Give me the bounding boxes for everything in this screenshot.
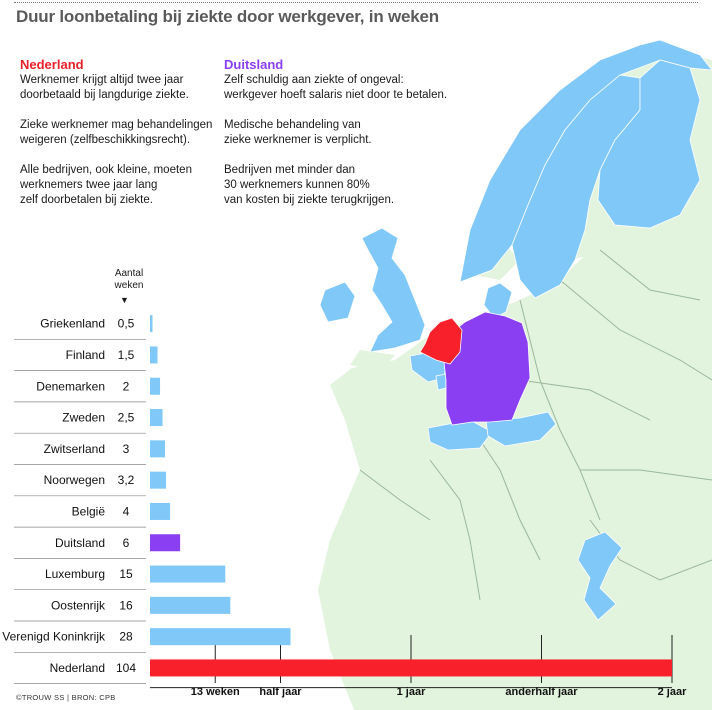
value-label: 4: [123, 504, 130, 518]
map-borders: [359, 249, 712, 601]
reference-tick-label: half jaar: [259, 686, 302, 698]
duitsland-paragraph: Medische behandeling van zieke werknemer…: [224, 119, 372, 146]
reference-tick-label: 13 weken: [191, 686, 240, 698]
category-label: Denemarken: [36, 379, 105, 393]
bar: [150, 440, 166, 458]
value-label: 3: [123, 442, 130, 456]
map-finland: [597, 59, 701, 229]
value-label: 15: [119, 567, 133, 581]
bar: [150, 659, 672, 677]
map-border: [359, 469, 431, 521]
map-denemarken: [483, 282, 513, 319]
category-label: Nederland: [50, 661, 105, 675]
bar: [150, 471, 167, 489]
duitsland-column: Duitsland Zelf schuldig aan ziekte of on…: [224, 57, 459, 223]
value-label: 16: [119, 598, 133, 612]
category-label: Zweden: [62, 411, 105, 425]
map-land-shape: [318, 200, 712, 710]
category-label: Oostenrijk: [51, 598, 106, 612]
bar: [150, 502, 171, 520]
duitsland-heading: Duitsland: [224, 57, 284, 72]
bar: [150, 534, 181, 552]
category-label: Griekenland: [40, 317, 105, 331]
bar: [150, 565, 226, 583]
category-label: Noorwegen: [44, 473, 105, 487]
value-label: 28: [119, 630, 133, 644]
category-label: Luxemburg: [45, 567, 105, 581]
bar: [150, 409, 163, 427]
map-border: [479, 439, 541, 561]
value-label: 6: [123, 536, 130, 550]
value-label: 2: [123, 379, 130, 393]
value-label: 104: [116, 661, 136, 675]
map-griekenland: [577, 531, 623, 621]
map-border: [429, 459, 481, 601]
value-label: 0,5: [118, 317, 135, 331]
category-label: België: [72, 504, 106, 518]
unit-label: Aantal weken: [114, 268, 144, 291]
bar: [150, 628, 291, 646]
nederland-paragraph: Alle bedrijven, ook kleine, moeten werkn…: [20, 164, 192, 206]
map-border: [580, 469, 712, 481]
map-border: [519, 379, 651, 421]
reference-tick-label: anderhalf jaar: [505, 686, 578, 698]
map-border: [559, 279, 712, 381]
category-label: Verenigd Koninkrijk: [2, 630, 106, 644]
map-nederland: [419, 317, 463, 365]
nederland-heading: Nederland: [20, 57, 84, 72]
bar: [150, 346, 158, 364]
top-rule: [14, 2, 698, 3]
value-label: 2,5: [118, 411, 135, 425]
bar: [150, 596, 231, 614]
value-label: 3,2: [118, 473, 135, 487]
map-duitsland: [443, 311, 531, 426]
source-credit: ©TROUW SS | BRON: CPB: [16, 693, 116, 702]
map-highlighted-countries: [319, 39, 712, 621]
value-label: 1,5: [118, 348, 135, 362]
category-label: Zwitserland: [44, 442, 105, 456]
nederland-paragraph: Werknemer krijgt altijd twee jaar doorbe…: [20, 74, 189, 101]
map-verenigd-koninkrijk: [361, 227, 426, 353]
nederland-paragraph: Zieke werknemer mag behandelingen weiger…: [20, 119, 213, 146]
map-land-shape: [350, 350, 395, 372]
map-border: [519, 299, 601, 521]
category-label: Duitsland: [55, 536, 105, 550]
reference-tick-label: 1 jaar: [397, 686, 426, 698]
down-arrow-icon: ▼: [120, 295, 129, 305]
duitsland-paragraph: Bedrijven met minder dan 30 werknemers k…: [224, 164, 395, 206]
reference-tick-label: 2 jaar: [658, 686, 687, 698]
category-label: Finland: [66, 348, 105, 362]
page-title: Duur loonbetaling bij ziekte door werkge…: [16, 7, 439, 26]
map-ierland: [319, 281, 356, 323]
bar: [150, 315, 153, 333]
map-border: [599, 249, 701, 301]
nederland-column: Nederland Werknemer krijgt altijd twee j…: [20, 57, 220, 223]
bar: [150, 377, 161, 395]
duitsland-paragraph: Zelf schuldig aan ziekte of ongeval: wer…: [224, 74, 448, 101]
